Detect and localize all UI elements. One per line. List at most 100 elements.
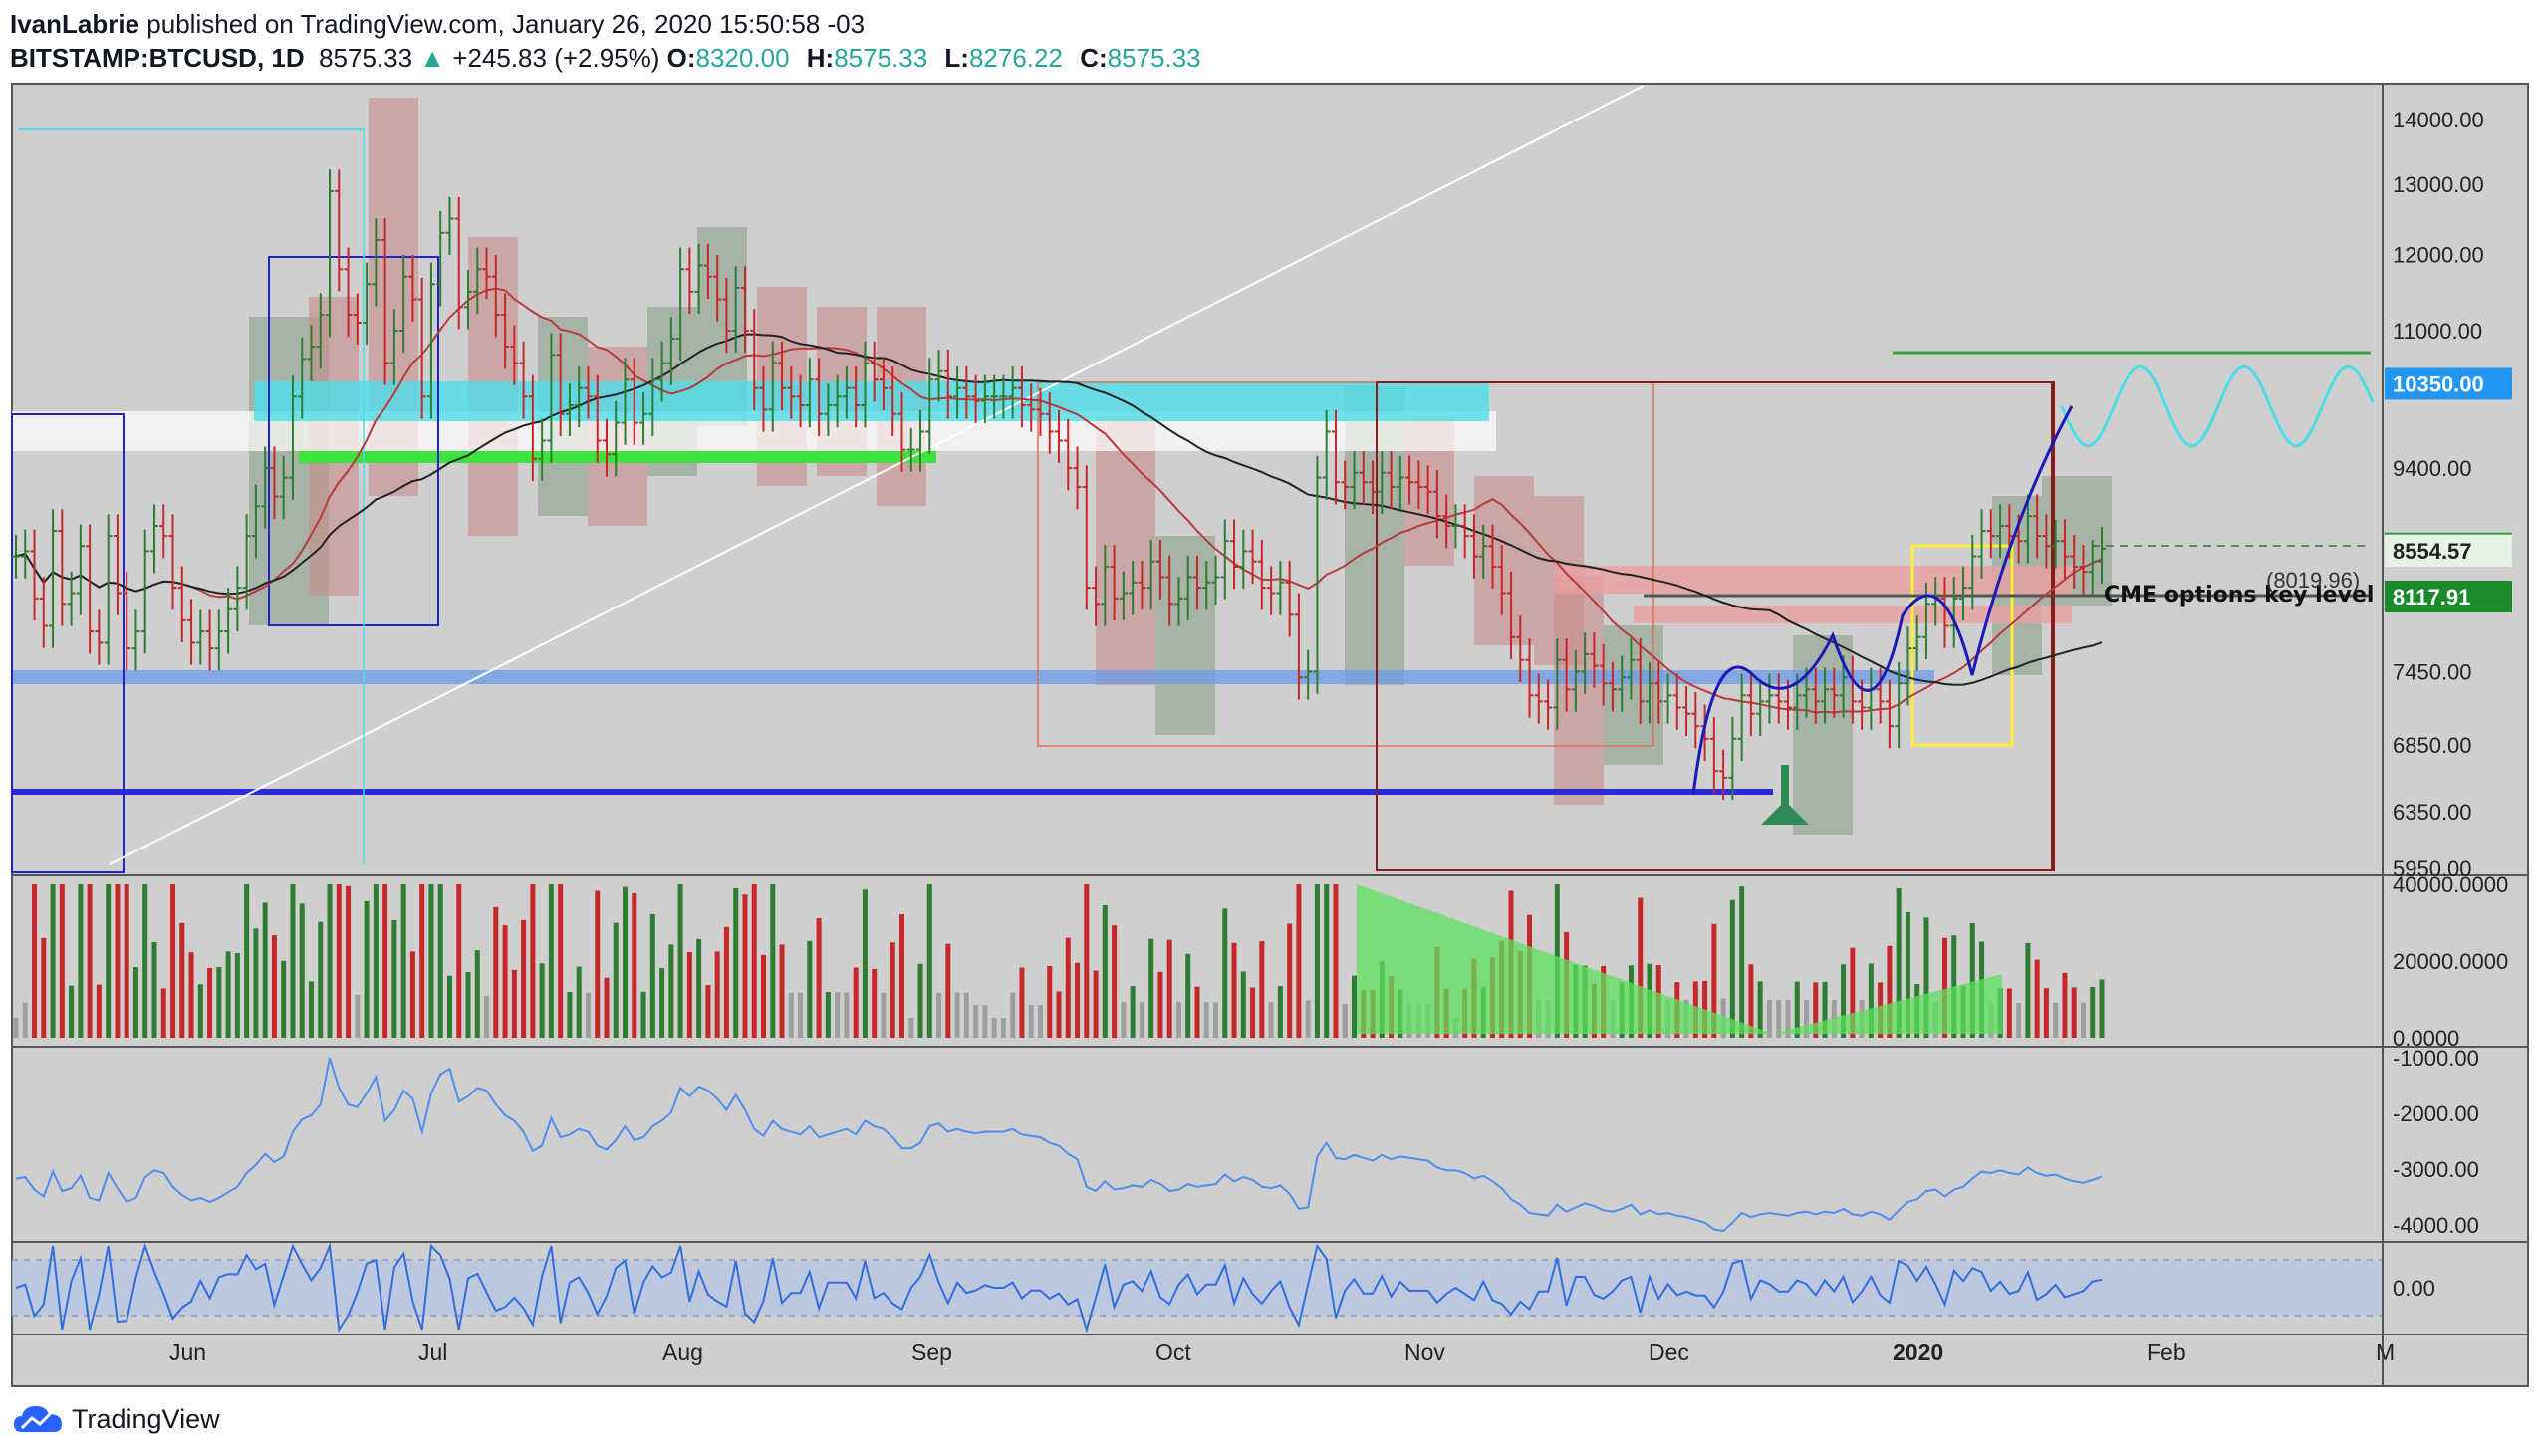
volume-bar (585, 992, 591, 1038)
volume-bar (576, 966, 582, 1038)
obv-line (15, 1057, 2103, 1233)
volume-bar (78, 884, 84, 1038)
price-bar (1073, 446, 1082, 510)
price-bar (565, 383, 574, 436)
volume-bar (649, 914, 655, 1038)
volume-bar (825, 992, 831, 1038)
volume-bar (1333, 884, 1339, 1038)
volume-bar (59, 884, 65, 1038)
volume-bar (400, 884, 406, 1038)
moving-average-slow (15, 333, 2103, 686)
price-bar (1331, 409, 1340, 505)
price-bar (417, 277, 426, 419)
volume-bar (696, 938, 702, 1038)
volume-bar (954, 992, 960, 1038)
volume-bar (1287, 923, 1293, 1038)
volume-bar (96, 984, 102, 1038)
published-text: published on TradingView.com, January 26… (146, 9, 866, 39)
price-bar (1645, 661, 1653, 724)
volume-bar (1213, 1002, 1219, 1038)
price-tag (2385, 580, 2512, 612)
price-bar (1581, 632, 1590, 694)
price-bar (666, 317, 675, 385)
price-tag (2385, 367, 2512, 400)
price-bar (1110, 545, 1119, 621)
indicator-tick-label: -1000.00 (2393, 1046, 2479, 1071)
price-bar (2098, 527, 2106, 584)
price-bar (1949, 577, 1958, 648)
author-name[interactable]: IvanLabrie (10, 9, 140, 39)
high-value: 8575.33 (834, 43, 928, 73)
time-tick-label: M (2376, 1339, 2395, 1365)
price-bar (889, 366, 897, 436)
volume-bar (1130, 986, 1136, 1038)
price-bar (1830, 667, 1839, 718)
price-bar (1746, 673, 1755, 736)
price-bar (445, 196, 454, 256)
chart-header-line-2: BITSTAMP:BTCUSD, 1D 8575.33 ▲ +245.83 (+… (10, 42, 1211, 74)
volume-tick-label: 20000.0000 (2393, 949, 2508, 974)
price-bar (1119, 571, 1128, 621)
price-bar (49, 509, 58, 648)
price-pane[interactable]: CME options key level(8019.96) (11, 85, 2374, 873)
volume-bar (705, 985, 711, 1038)
price-bar (2042, 514, 2051, 569)
indicator-tick-label: -2000.00 (2393, 1101, 2479, 1126)
volume-bar (271, 935, 277, 1038)
volume-bar (1019, 967, 1025, 1038)
volume-bar (327, 884, 333, 1038)
price-bar (86, 524, 95, 654)
volume-bar (1065, 937, 1071, 1038)
volume-pane[interactable] (13, 884, 2105, 1038)
price-bar (1267, 566, 1276, 615)
price-bar (1248, 529, 1257, 584)
volume-bar (69, 985, 75, 1038)
high-label: H: (806, 43, 835, 73)
price-bar (1322, 409, 1331, 500)
analysis-zone (1155, 536, 1215, 735)
price-bar (131, 609, 140, 671)
volume-bar (318, 921, 324, 1038)
price-bar (1045, 392, 1054, 454)
price-bar (214, 609, 223, 671)
price-bar (1174, 577, 1183, 626)
chart-area[interactable]: CME options key level(8019.96) 14000.001… (0, 78, 2542, 1388)
volume-bar (1139, 1002, 1144, 1038)
price-bar (1996, 504, 2005, 559)
tradingview-brand[interactable]: TradingView (12, 1402, 220, 1436)
price-bar (815, 358, 824, 436)
volume-bar (1822, 981, 1828, 1038)
oscillator-pane[interactable] (12, 1242, 2383, 1334)
volume-bar (1084, 884, 1090, 1038)
price-bar (1405, 455, 1414, 505)
price-tick-label: 12000.00 (2393, 242, 2484, 267)
price-bar (1709, 717, 1718, 794)
price-bar (510, 325, 519, 385)
symbol-label[interactable]: BITSTAMP:BTCUSD, 1D (10, 43, 305, 73)
price-bar (861, 341, 870, 428)
volume-bar (2062, 972, 2068, 1038)
open-value: 8320.00 (695, 43, 790, 73)
price-bar (722, 277, 731, 354)
time-tick-label: Nov (1404, 1339, 1445, 1365)
open-label: O: (666, 43, 696, 73)
price-bar (713, 255, 722, 322)
volume-bar (511, 969, 517, 1038)
volume-bar (1868, 963, 1874, 1038)
price-bar (408, 255, 417, 322)
price-bar (381, 218, 389, 385)
price-bar (454, 196, 463, 330)
price-bar (657, 341, 666, 402)
indicator-pane[interactable] (15, 1057, 2103, 1233)
volume-bar (13, 1018, 19, 1038)
volume-bar (1047, 966, 1053, 1038)
volume-bar (2016, 1003, 2022, 1038)
volume-bar (548, 884, 554, 1038)
price-tick-label: 7450.00 (2393, 659, 2472, 684)
price-bar (140, 529, 149, 654)
price-bar (1608, 661, 1617, 712)
range-box (1037, 381, 1654, 747)
price-bar (288, 374, 297, 500)
price-bar (1451, 504, 1460, 549)
volume-bar (945, 943, 951, 1038)
